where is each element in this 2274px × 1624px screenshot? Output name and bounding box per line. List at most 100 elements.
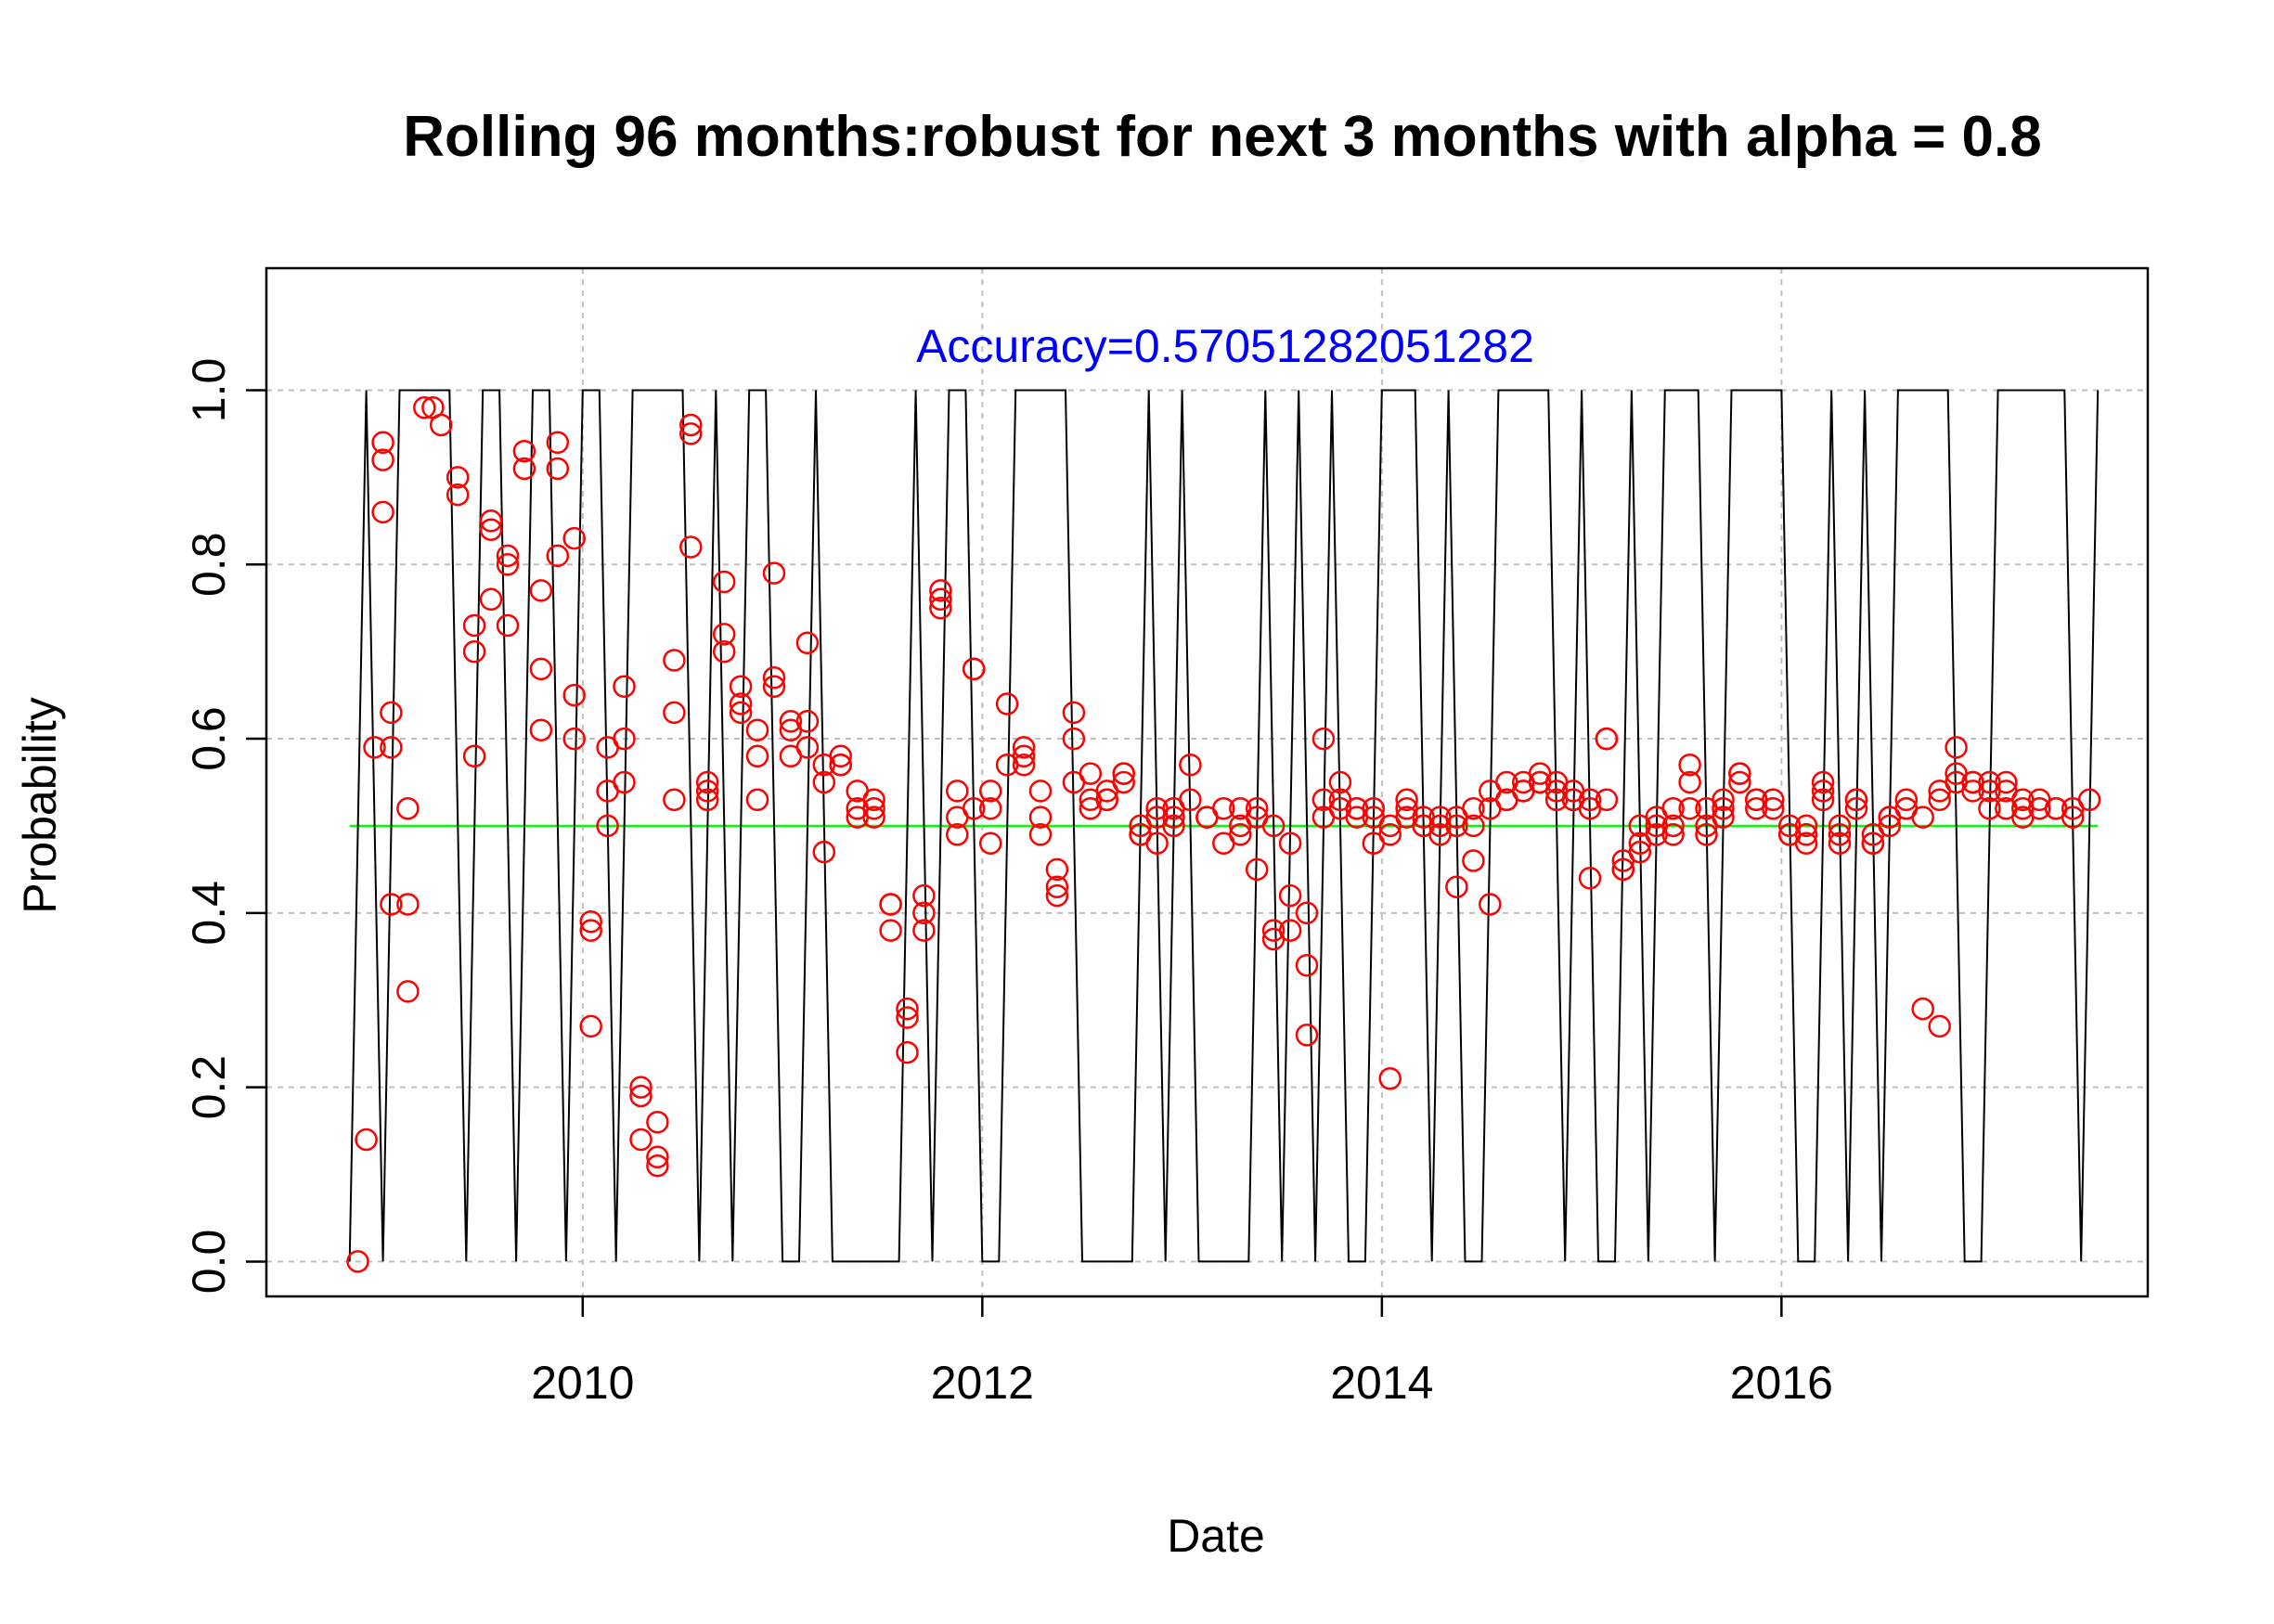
- data-point-69: [745, 788, 769, 812]
- data-point-231: [1678, 753, 1701, 777]
- data-point-37: [579, 909, 602, 934]
- data-point-221: [1611, 857, 1635, 882]
- data-point-293: [2028, 796, 2051, 820]
- data-point-229: [1661, 814, 1685, 838]
- data-point-197: [1479, 893, 1502, 916]
- data-point-215: [1578, 867, 1602, 890]
- data-point-1: [355, 1128, 378, 1152]
- data-point-131: [1095, 788, 1118, 812]
- data-point-7: [380, 736, 403, 759]
- data-point-97: [912, 883, 936, 908]
- y-tick-label-0.8: 0.8: [183, 532, 235, 597]
- data-point-59: [695, 780, 719, 803]
- data-point-261: [1844, 788, 1868, 812]
- data-point-103: [946, 780, 969, 803]
- data-point-20: [479, 509, 503, 533]
- data-point-95: [896, 1006, 919, 1029]
- data-point-84: [829, 753, 852, 777]
- data-point-109: [978, 780, 1002, 803]
- data-point-12: [413, 395, 436, 419]
- data-point-145: [1179, 788, 1202, 812]
- data-point-286: [1995, 770, 2018, 794]
- data-point-174: [1362, 796, 1386, 820]
- data-point-265: [1861, 831, 1885, 855]
- data-point-55: [679, 413, 703, 437]
- data-point-153: [1245, 796, 1269, 820]
- x-tick-label-2016: 2016: [1730, 1357, 1833, 1409]
- data-point-194: [1462, 849, 1485, 872]
- data-point-9: [396, 796, 420, 820]
- y-tick-label-0.6: 0.6: [183, 706, 235, 771]
- data-point-19: [462, 744, 486, 768]
- data-point-53: [663, 701, 686, 725]
- data-point-31: [546, 431, 570, 455]
- data-point-230: [1661, 823, 1685, 846]
- data-point-285: [1978, 796, 2001, 820]
- data-point-65: [729, 692, 753, 715]
- data-point-46: [629, 1076, 652, 1099]
- data-point-56: [679, 422, 703, 445]
- data-point-4: [371, 448, 394, 471]
- data-point-66: [729, 701, 753, 725]
- data-point-70: [762, 561, 786, 585]
- data-point-277: [1945, 736, 1968, 759]
- data-point-25: [496, 613, 520, 638]
- x-axis-label: Date: [1167, 1510, 1265, 1562]
- data-point-276: [1928, 1014, 1951, 1038]
- data-point-298: [2077, 788, 2101, 812]
- data-point-28: [529, 579, 553, 602]
- probability-points: [346, 395, 2101, 1273]
- data-point-108: [962, 796, 986, 820]
- data-point-14: [429, 413, 453, 437]
- data-point-71: [762, 666, 786, 690]
- data-point-122: [1045, 883, 1069, 908]
- data-point-228: [1661, 796, 1685, 820]
- data-point-5: [371, 500, 394, 524]
- data-point-96: [896, 1040, 919, 1064]
- data-point-89: [862, 796, 885, 820]
- data-point-258: [1828, 823, 1852, 846]
- data-point-98: [912, 901, 936, 925]
- data-point-114: [1012, 736, 1036, 759]
- data-point-39: [579, 1014, 602, 1038]
- data-point-90: [862, 806, 885, 829]
- data-point-107: [962, 657, 986, 681]
- data-point-42: [596, 814, 619, 838]
- data-point-33: [546, 544, 570, 568]
- data-point-99: [912, 919, 936, 942]
- data-point-247: [1762, 796, 1785, 820]
- data-point-34: [562, 526, 586, 550]
- data-point-148: [1212, 796, 1235, 820]
- plot-area-frame: [265, 266, 2150, 1298]
- data-point-105: [946, 823, 969, 846]
- data-point-253: [1794, 831, 1818, 855]
- y-axis-label: Probability: [14, 697, 66, 913]
- data-point-124: [1062, 727, 1086, 751]
- data-point-32: [546, 457, 570, 481]
- data-point-78: [795, 736, 820, 759]
- data-point-61: [712, 570, 736, 594]
- data-point-11: [396, 980, 420, 1003]
- data-point-161: [1278, 919, 1302, 942]
- data-point-54: [663, 788, 686, 812]
- data-point-123: [1062, 701, 1086, 725]
- data-point-30: [529, 718, 553, 741]
- data-point-159: [1278, 831, 1302, 855]
- data-point-164: [1295, 1024, 1319, 1047]
- data-point-92: [879, 893, 902, 916]
- data-point-102: [929, 596, 952, 620]
- data-point-76: [795, 631, 820, 655]
- data-point-111: [978, 831, 1002, 855]
- data-point-246: [1762, 788, 1785, 812]
- actual-outcome-line: [348, 389, 2100, 1263]
- data-point-191: [1445, 875, 1468, 898]
- data-point-144: [1179, 753, 1202, 777]
- data-point-190: [1445, 814, 1468, 838]
- data-point-68: [745, 744, 769, 768]
- data-point-239: [1712, 806, 1735, 829]
- data-point-22: [479, 587, 503, 612]
- data-point-217: [1595, 727, 1619, 751]
- data-point-18: [462, 639, 486, 664]
- data-point-273: [1911, 997, 1934, 1021]
- data-point-23: [496, 544, 520, 568]
